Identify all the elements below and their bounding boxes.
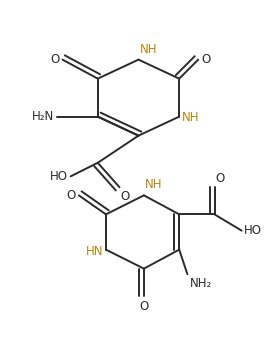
Text: NH₂: NH₂ [190,277,212,290]
Text: HO: HO [244,224,262,237]
Text: O: O [201,53,210,66]
Text: NH: NH [182,112,199,125]
Text: O: O [216,172,225,184]
Text: O: O [139,300,148,313]
Text: HO: HO [50,170,68,183]
Text: H₂N: H₂N [32,110,54,123]
Text: NH: NH [140,43,157,56]
Text: NH: NH [145,178,163,191]
Text: HN: HN [86,245,103,258]
Text: O: O [50,53,60,66]
Text: O: O [67,189,76,202]
Text: O: O [121,190,130,203]
